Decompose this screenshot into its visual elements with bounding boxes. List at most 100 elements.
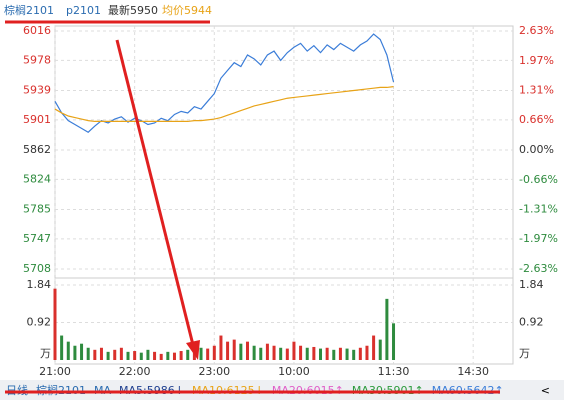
x-tick-label: 10:00 <box>278 365 310 378</box>
y-tick-label: 5785 <box>23 203 51 216</box>
vol-tick-label: 1.84 <box>519 278 544 291</box>
volume-bar <box>199 347 203 360</box>
volume-bar <box>385 298 389 360</box>
y-tick-label: 6016 <box>23 24 51 37</box>
plot-frame <box>54 277 514 365</box>
volume-bar <box>179 351 183 360</box>
x-tick-label: 11:30 <box>378 365 410 378</box>
y-tick-label: 5862 <box>23 143 51 156</box>
volume-bar <box>305 347 309 360</box>
y2-tick-label: -0.66% <box>519 173 558 186</box>
code: p2101 <box>66 4 101 17</box>
latest-price: 最新5950 <box>108 3 158 17</box>
y2-tick-label: 2.63% <box>519 24 554 37</box>
x-tick-label: 14:30 <box>457 365 489 378</box>
volume-bar <box>239 343 243 360</box>
y-tick-label: 5747 <box>23 232 51 245</box>
y-tick-label: 5901 <box>23 113 51 126</box>
vol-tick-label: 0.92 <box>27 316 52 329</box>
volume-bar <box>319 348 323 360</box>
y2-tick-label: -1.97% <box>519 232 558 245</box>
volume-bar <box>113 349 117 360</box>
y2-tick-label: 0.00% <box>519 143 554 156</box>
volume-bar <box>73 345 77 360</box>
volume-bar <box>292 341 296 360</box>
volume-bar <box>312 346 316 360</box>
volume-bar <box>133 351 137 360</box>
volume-bar <box>365 345 369 360</box>
contract[interactable]: 棕榈2101 <box>4 3 54 17</box>
volume-bar <box>106 351 110 360</box>
volume-bar <box>378 339 382 360</box>
volume-bar <box>66 341 70 360</box>
volume-bar <box>153 351 157 360</box>
volume-bar <box>392 323 396 360</box>
volume-bar <box>265 343 269 360</box>
volume-bar <box>86 347 90 360</box>
vol-tick-label: 万 <box>519 347 530 360</box>
vol-tick-label: 万 <box>40 347 51 360</box>
volume-bar <box>60 335 64 360</box>
ma-item[interactable]: MA30:5901↑ <box>351 383 424 397</box>
ma-item[interactable]: MA60:5642↑ <box>431 383 504 397</box>
contract[interactable]: 棕榈2101 <box>36 384 86 397</box>
ma-item[interactable]: MA5:5986↓ <box>119 383 184 397</box>
volume-bar <box>119 347 123 360</box>
volume-bar <box>139 352 143 360</box>
volume-bar <box>372 335 376 360</box>
volume-bar <box>358 347 362 360</box>
y-tick-label: 5978 <box>23 53 51 66</box>
y-tick-label: 5939 <box>23 84 51 97</box>
volume-bar <box>245 341 249 360</box>
chart: 棕榈2101 p2101 最新5950 均价5944 6016 5978 5939 5… <box>4 3 558 378</box>
volume-bar <box>232 339 236 360</box>
volume-bar <box>219 335 223 360</box>
y-tick-label: 5708 <box>23 262 51 275</box>
volume-bar <box>166 351 170 360</box>
x-tick-label: 23:00 <box>198 365 230 378</box>
vol-tick-label: 0.92 <box>519 316 544 329</box>
volume-bar <box>252 345 256 360</box>
volume-bar <box>159 353 163 360</box>
volume-bar <box>206 348 210 360</box>
volume-bar <box>325 347 329 360</box>
volume-bar <box>332 349 336 360</box>
ma[interactable]: MA <box>94 383 112 397</box>
vol-tick-label: 1.84 <box>27 278 52 291</box>
ma-item[interactable]: MA20:6015↑ <box>271 383 344 397</box>
volume-bar <box>146 349 150 360</box>
footer: 日线 棕榈2101 MA MA5:5986↓ MA10:6125↓ MA20:601… <box>0 380 564 400</box>
y2-tick-label: 1.97% <box>519 54 554 67</box>
price-line <box>54 33 395 133</box>
x-tick-label: 21:00 <box>39 365 71 378</box>
y2-tick-label: 1.31% <box>519 84 554 97</box>
volume-bar <box>53 288 57 360</box>
volume-bar <box>345 348 349 360</box>
volume-bar <box>285 348 289 360</box>
volume-bar <box>279 347 283 360</box>
y2-tick-label: -2.63% <box>519 262 558 275</box>
x-tick-label: 22:00 <box>119 365 151 378</box>
volume-bar <box>272 345 276 360</box>
volume-bar <box>80 343 84 360</box>
volume-bar <box>186 349 190 360</box>
nav[interactable]: < <box>540 383 550 397</box>
volume-bar <box>226 341 230 360</box>
volume-bar <box>99 347 103 360</box>
volume-bar <box>299 345 303 360</box>
ma-item[interactable]: MA10:6125↓ <box>191 383 264 397</box>
volume-bar <box>352 349 356 360</box>
volume-bar <box>126 351 130 360</box>
volume-bar <box>192 351 196 360</box>
volume-bar <box>93 349 97 360</box>
volume-bar <box>212 345 216 360</box>
ma-list: MA5:5986↓ MA10:6125↓ MA20:6015↑ MA30:5901↑ M… <box>119 384 504 397</box>
average-price: 均价5944 <box>162 4 212 17</box>
period[interactable]: 日线 <box>6 384 28 397</box>
y-tick-label: 5824 <box>23 172 51 185</box>
price-line <box>54 86 394 123</box>
volume-bar <box>338 347 342 360</box>
volume-bar <box>172 352 176 360</box>
y2-tick-label: -1.31% <box>519 202 558 215</box>
